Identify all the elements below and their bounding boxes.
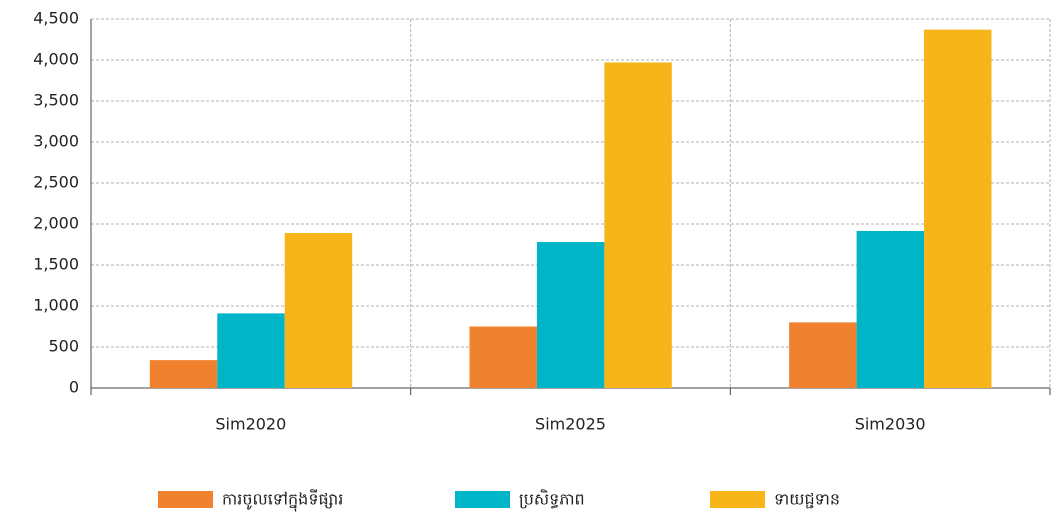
legend-swatch <box>710 491 765 508</box>
bar <box>789 322 857 388</box>
y-tick-label: 2,500 <box>33 173 79 192</box>
bar <box>469 326 537 388</box>
legend-label: ទាយជ្ជទាន <box>774 490 840 509</box>
y-tick-label: 1,500 <box>33 255 79 274</box>
legend-label: ប្រសិទ្ធភាព <box>519 489 585 509</box>
legend-swatch <box>455 491 510 508</box>
y-tick-label: 3,000 <box>33 132 79 151</box>
legend-label: ការចូលទៅក្នុងទីផ្សារ <box>222 489 343 513</box>
x-tick-label: Sim2025 <box>535 415 606 434</box>
bar <box>284 233 353 388</box>
y-tick-label: 0 <box>69 378 79 397</box>
y-tick-label: 1,000 <box>33 296 79 315</box>
bar <box>604 62 672 389</box>
bar <box>536 242 605 388</box>
x-tick-label: Sim2020 <box>215 415 286 434</box>
bar <box>217 313 285 388</box>
bar <box>924 29 992 388</box>
bar <box>149 360 218 388</box>
y-tick-label: 4,000 <box>33 50 79 69</box>
x-tick-label: Sim2030 <box>855 415 926 434</box>
y-tick-label: 2,000 <box>33 214 79 233</box>
legend-swatch <box>158 491 213 508</box>
y-tick-label: 4,500 <box>33 9 79 28</box>
bar <box>856 230 925 388</box>
y-tick-label: 3,500 <box>33 91 79 110</box>
y-tick-label: 500 <box>48 337 79 356</box>
